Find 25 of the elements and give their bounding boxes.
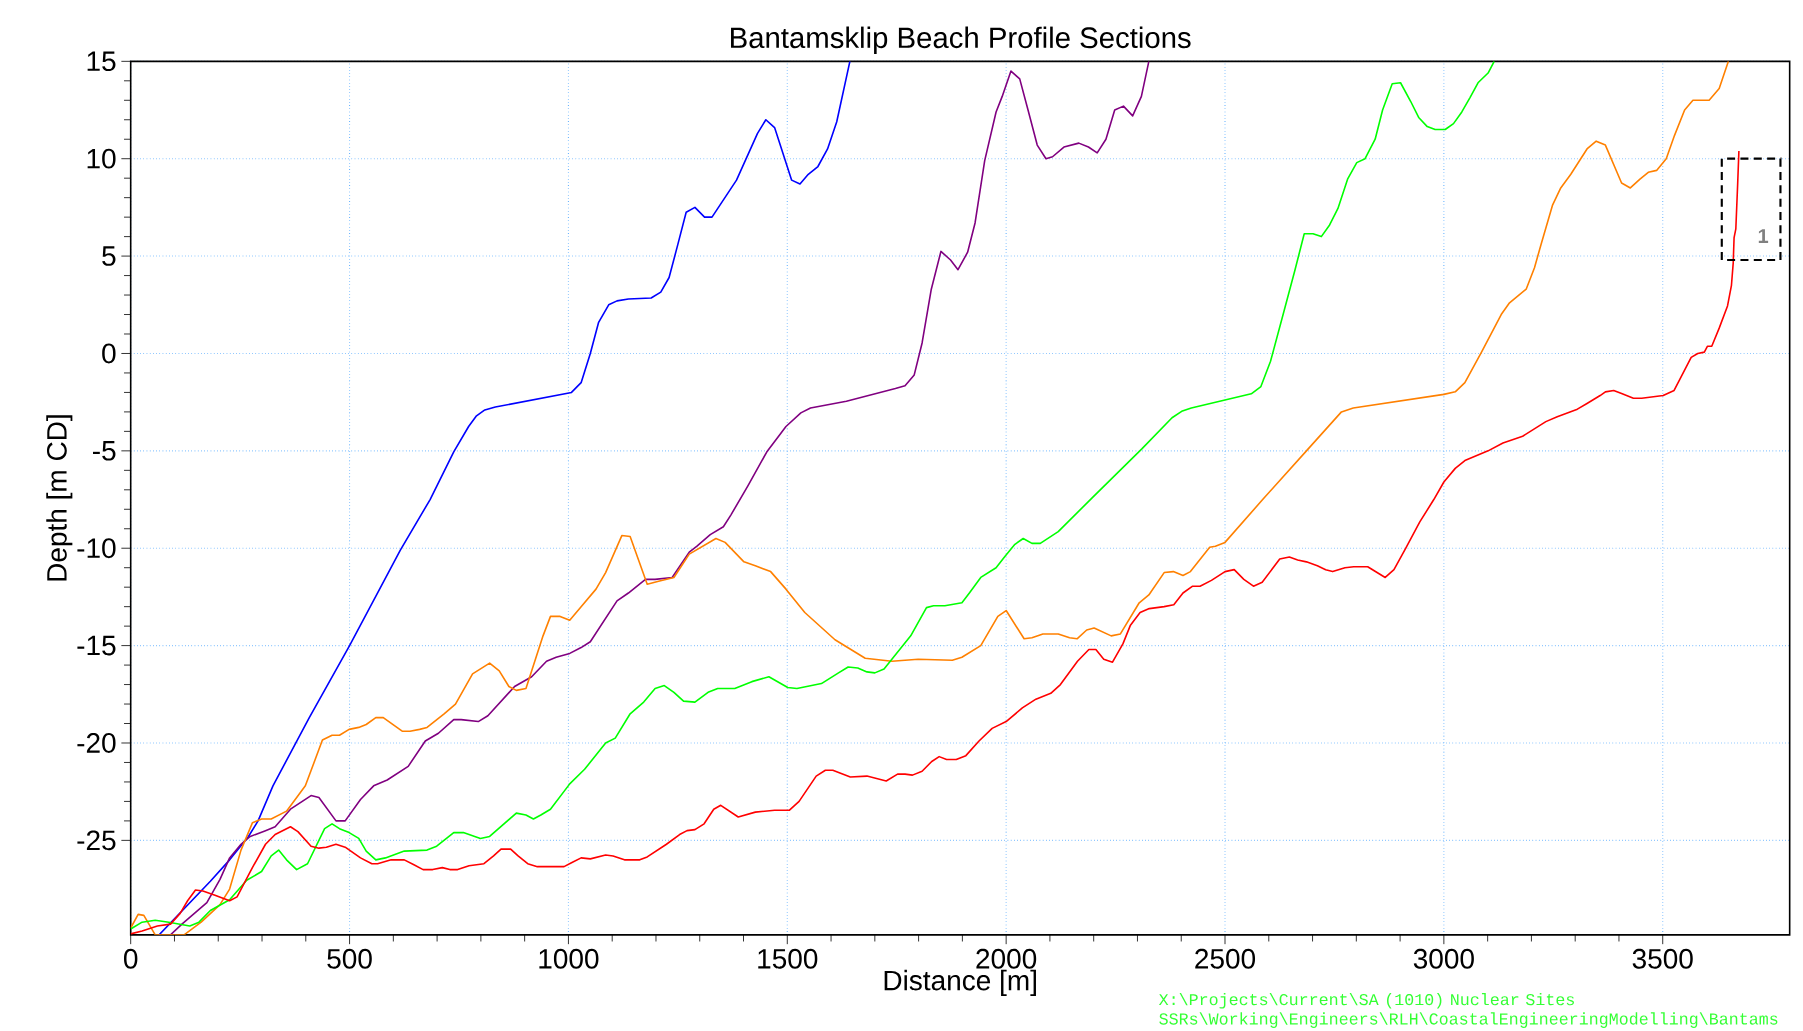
y-tick-label: 15 [87, 51, 116, 72]
y-tick-label: -10 [77, 538, 116, 559]
y-tick-label: -15 [77, 635, 116, 656]
x-tick-label: 2000 [976, 948, 1037, 969]
y-tick-label: -20 [77, 733, 116, 753]
x-tick-label: 500 [327, 948, 372, 969]
x-axis-title: Distance [m] [884, 969, 1036, 997]
line-series [158, 61, 851, 935]
x-tick-label: 3000 [1413, 948, 1474, 969]
line-series [169, 61, 1150, 935]
x-tick-label: 3500 [1632, 948, 1693, 969]
x-tick-label: 0 [124, 948, 138, 969]
x-tick-label: 1000 [539, 948, 599, 969]
annotation: 1 [1758, 229, 1769, 243]
y-tick-label: 10 [87, 148, 116, 169]
line-series [130, 61, 1496, 930]
y-axis-title: Depth [m CD] [46, 415, 73, 581]
y-tick-label: 0 [102, 343, 116, 364]
y-tick-label: -25 [77, 830, 116, 851]
y-tick-label: 5 [102, 246, 116, 266]
chart-title: Bantamsklip Beach Profile Sections [731, 26, 1191, 55]
x-tick-label: 2500 [1195, 948, 1256, 969]
text: X:\Projects\Current\SA (1010) Nuclear Sites SSRs\Working\Engineers\RLH\CoastalEngineeringModelling\Bantams [1158, 993, 1778, 1028]
x-tick-label: 1500 [758, 948, 818, 969]
y-tick-label: -5 [92, 441, 116, 461]
